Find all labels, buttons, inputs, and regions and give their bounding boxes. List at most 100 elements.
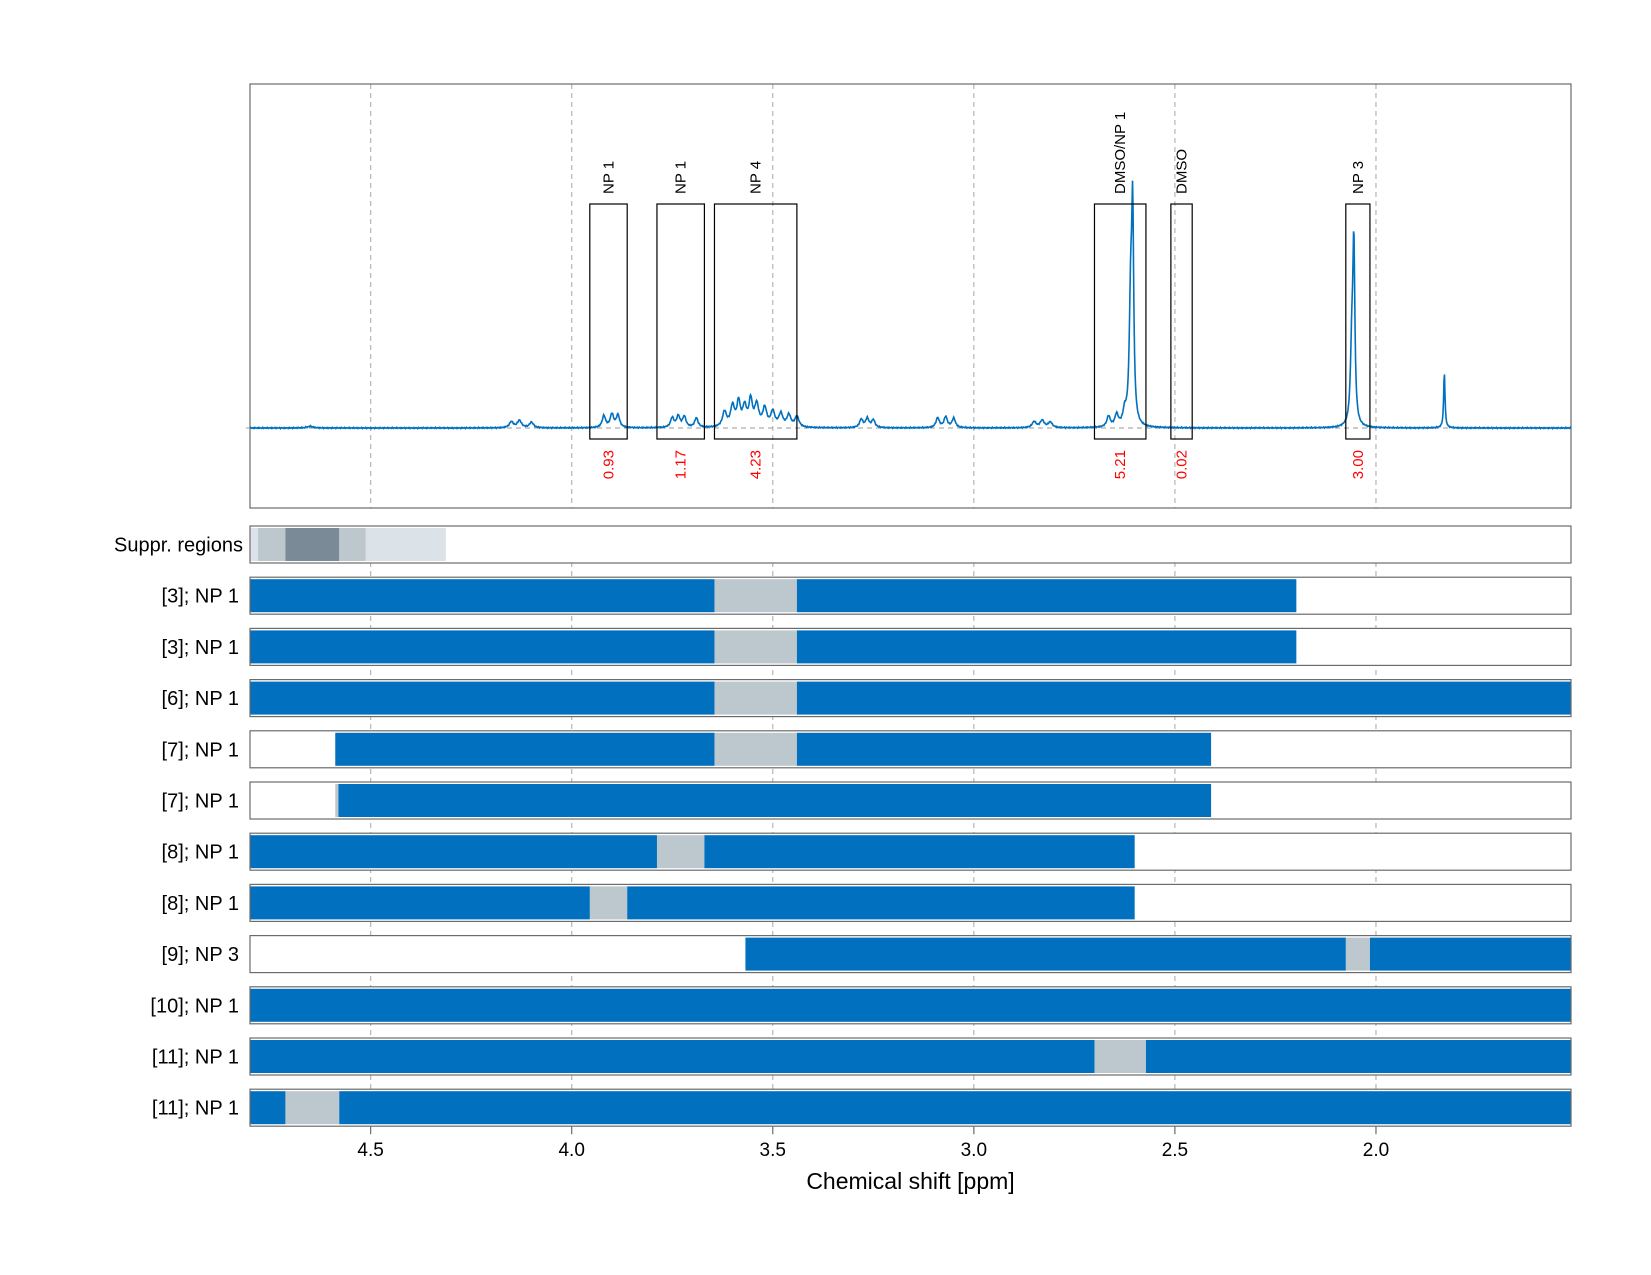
segment-bar-0 <box>250 579 715 613</box>
x-tick-label-3: 3.0 <box>961 1140 987 1161</box>
row-frame <box>249 678 1572 718</box>
x-tick-label-4: 2.5 <box>1162 1140 1188 1161</box>
row-label: [7]; NP 1 <box>162 791 239 813</box>
excluded-region-0 <box>1094 1040 1146 1073</box>
row-label: [3]; NP 1 <box>162 586 239 608</box>
excluded-region-0 <box>714 732 797 766</box>
integral-value-1: 1.17 <box>673 450 690 479</box>
segment-bar-0 <box>250 681 715 715</box>
integration-box-0 <box>589 203 628 440</box>
box-label-2: NP 4 <box>748 161 765 194</box>
row-frame <box>249 576 1572 615</box>
suppressed-band-3 <box>339 528 366 561</box>
segment-bar-0 <box>250 886 590 920</box>
excluded-region-0 <box>714 579 797 613</box>
box-label-5: NP 3 <box>1350 161 1367 194</box>
segment-bar-1 <box>796 732 1212 766</box>
row-label: [9]; NP 3 <box>162 944 239 966</box>
integration-box-3 <box>1093 203 1147 440</box>
box-label-1: NP 1 <box>673 161 690 194</box>
excluded-region-0 <box>285 1091 340 1125</box>
segment-row: [8]; NP 1 <box>162 883 1572 923</box>
segment-bar-1 <box>1369 937 1571 971</box>
row-label: [8]; NP 1 <box>162 893 239 915</box>
segment-bar-1 <box>339 1091 1571 1125</box>
spectrum-frame <box>249 83 1572 509</box>
integral-value-2: 4.23 <box>748 450 765 479</box>
excluded-region-0 <box>335 784 339 817</box>
segment-row: [3]; NP 1 <box>162 576 1572 615</box>
segment-row: [10]; NP 1 <box>150 986 1572 1025</box>
row-label: [10]; NP 1 <box>150 995 239 1017</box>
segment-bar-1 <box>1145 1040 1571 1073</box>
segment-bar-0 <box>335 732 715 766</box>
row-label: [6]; NP 1 <box>162 688 239 710</box>
segment-bar-1 <box>704 835 1135 869</box>
segment-bar-0 <box>250 1091 286 1125</box>
segment-bar-0 <box>745 937 1346 971</box>
row-frame <box>249 934 1572 974</box>
row-frame <box>249 832 1572 871</box>
segment-bar-1 <box>796 681 1571 715</box>
row-frame <box>249 627 1572 667</box>
box-label-3: DMSO/NP 1 <box>1112 112 1129 194</box>
suppressed-band-0 <box>250 528 259 561</box>
excluded-region-0 <box>656 835 705 869</box>
x-tick-label-0: 4.5 <box>357 1140 383 1161</box>
row-label: Suppr. regions <box>114 535 243 557</box>
suppressed-band-4 <box>365 528 446 561</box>
row-label: [3]; NP 1 <box>162 637 239 659</box>
excluded-region-0 <box>714 681 797 715</box>
excluded-region-0 <box>589 886 628 920</box>
segment-row: [11]; NP 1 <box>152 1088 1572 1127</box>
row-label: [7]; NP 1 <box>162 739 239 761</box>
segment-row: [6]; NP 1 <box>162 678 1572 718</box>
x-tick-label-2: 3.5 <box>760 1140 786 1161</box>
segment-row: [7]; NP 1 <box>162 730 1572 769</box>
segment-bar-1 <box>796 630 1297 664</box>
integral-value-3: 5.21 <box>1112 450 1129 479</box>
suppressed-band-1 <box>258 528 286 561</box>
integration-box-4 <box>1170 203 1193 440</box>
row-frame <box>249 986 1572 1025</box>
row-label: [11]; NP 1 <box>152 1098 239 1120</box>
segment-row: [7]; NP 1 <box>162 781 1572 820</box>
grid-lines <box>370 84 1377 1127</box>
row-frame <box>249 1037 1572 1076</box>
row-label: [11]; NP 1 <box>152 1047 239 1069</box>
integral-value-5: 3.00 <box>1350 450 1367 479</box>
x-axis: 4.5 4.0 3.5 3.0 2.5 2.0 <box>357 1126 1389 1161</box>
spectrum-panel: NP 1 0.93 NP 1 1.17 NP 4 4.23 DMSO/NP 1 5.21 DMS… <box>246 83 1572 509</box>
row-frame <box>249 1088 1572 1127</box>
integration-box-2 <box>713 203 798 440</box>
segment-bar-0 <box>338 784 1212 817</box>
box-label-0: NP 1 <box>600 161 617 194</box>
x-tick-label-1: 4.0 <box>558 1140 584 1161</box>
excluded-region-0 <box>714 630 797 664</box>
integral-value-4: 0.02 <box>1174 450 1191 479</box>
segment-bar-0 <box>250 835 657 869</box>
segment-rows: Suppr. regions [3]; NP 1 [3]; NP 1 [6]; NP … <box>114 525 1572 1127</box>
suppr-regions-row: Suppr. regions <box>114 525 1572 564</box>
row-background <box>250 526 1571 563</box>
integration-box-1 <box>656 203 706 440</box>
suppressed-band-2 <box>285 528 340 561</box>
segment-row: [3]; NP 1 <box>162 627 1572 667</box>
row-frame <box>249 525 1572 564</box>
row-label: [8]; NP 1 <box>162 842 239 864</box>
integral-value-0: 0.93 <box>600 450 617 479</box>
row-frame <box>249 730 1572 769</box>
segment-row: [9]; NP 3 <box>162 934 1572 974</box>
segment-bar-1 <box>627 886 1135 920</box>
row-frame <box>249 781 1572 820</box>
segment-row: [8]; NP 1 <box>162 832 1572 871</box>
segment-bar-0 <box>250 630 715 664</box>
spectrum-line <box>249 180 1572 430</box>
x-tick-label-5: 2.0 <box>1363 1140 1389 1161</box>
excluded-region-0 <box>1345 937 1370 971</box>
segment-bar-0 <box>250 1040 1095 1073</box>
x-axis-title: Chemical shift [ppm] <box>806 1168 1014 1194</box>
row-frame <box>249 883 1572 923</box>
box-label-4: DMSO <box>1174 149 1191 194</box>
